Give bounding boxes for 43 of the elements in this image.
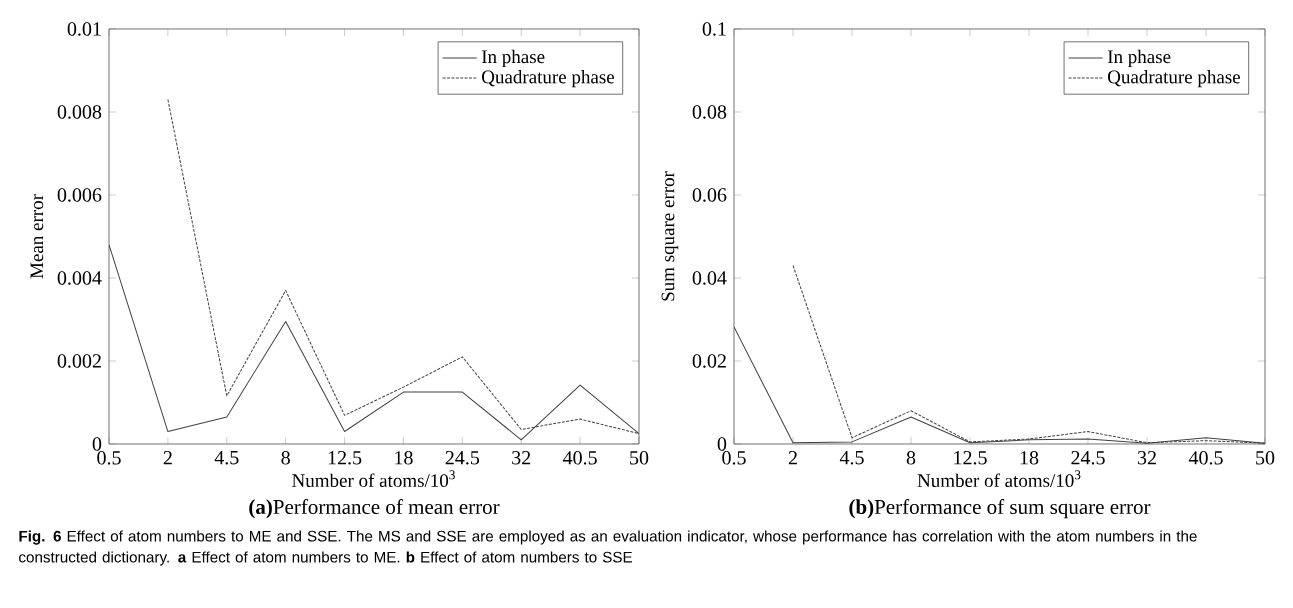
x-tick-label: 18 <box>395 451 413 465</box>
x-tick-label: 12.5 <box>954 451 987 465</box>
y-axis-title: Mean error <box>30 194 44 279</box>
x-tick-label: 4.5 <box>839 451 864 465</box>
y-axis-title: Sum square error <box>661 171 679 301</box>
y-tick-label: 0.008 <box>57 105 102 119</box>
x-tick-label: 32 <box>1137 451 1156 465</box>
y-tick-label: 0.006 <box>57 188 102 202</box>
x-tick-label: 2 <box>788 451 797 465</box>
x-axis-title: Number of atoms/10$^{3}$ <box>917 470 1081 488</box>
y-tick-label: 0.02 <box>692 354 726 368</box>
y-tick-label: 0 <box>717 437 727 451</box>
x-tick-label: 12.5 <box>328 451 362 465</box>
x-tick-label: 24.5 <box>445 451 480 465</box>
y-tick-label: 0.004 <box>57 271 102 285</box>
y-tick-label: 0 <box>92 437 102 451</box>
text: Fig. 6 Effect of atom numbers to ME and SSE. The MS and SSE are employed as an evaluation indicator, whose performance has correlation with the atom numbers in the constructed dictionary. a Effect of atom numbers to ME. b Effect of atom numbers to SSE <box>19 530 1197 566</box>
x-tick-label: 8 <box>906 451 916 465</box>
x-tick-label: 8 <box>281 451 290 465</box>
x-tick-label: 50 <box>630 451 649 465</box>
x-tick-label: 0.5 <box>97 451 121 465</box>
x-tick-label: 2 <box>163 451 172 465</box>
legend-label: Quadrature phase <box>1108 70 1241 88</box>
x-tick-label: 4.5 <box>214 451 239 465</box>
x-tick-label: 18 <box>1020 451 1039 465</box>
legend-label: In phase <box>1107 49 1171 68</box>
y-tick-label: 0.002 <box>57 354 101 368</box>
legend-label: Quadrature phase <box>482 70 615 88</box>
x-tick-label: 40.5 <box>1188 451 1223 465</box>
y-tick-label: 0.06 <box>692 188 727 202</box>
y-tick-label: 0.04 <box>692 271 727 285</box>
legend-label: In phase <box>481 49 545 68</box>
y-tick-label: 0.08 <box>692 105 727 119</box>
x-tick-label: 32 <box>512 451 531 465</box>
x-tick-label: 50 <box>1256 451 1275 465</box>
x-axis-title: Number of atoms/10$^{3}$ <box>292 470 455 488</box>
y-tick-label: 0.01 <box>67 22 101 36</box>
text: (b)Performance of sum square error <box>849 499 1151 519</box>
text: (a)Performance of mean error <box>249 499 500 519</box>
x-tick-label: 40.5 <box>562 451 597 465</box>
y-tick-label: 0.1 <box>702 22 726 36</box>
x-tick-label: 24.5 <box>1071 451 1105 465</box>
x-tick-label: 0.5 <box>722 451 746 465</box>
